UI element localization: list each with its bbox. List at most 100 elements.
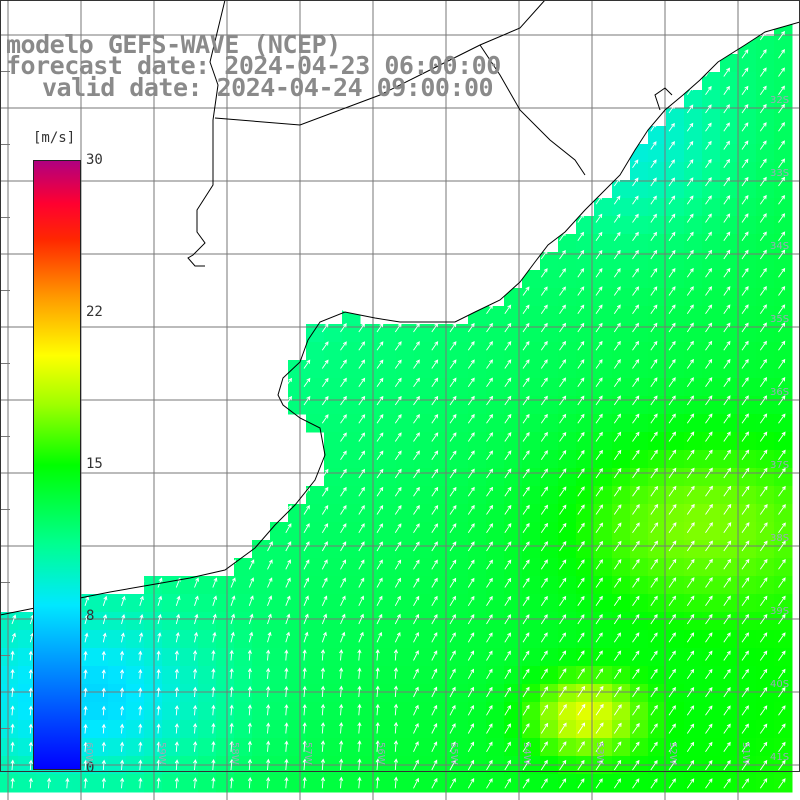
wind-arrow: [120, 777, 125, 789]
field-cell: [324, 594, 343, 613]
wind-arrow: [595, 395, 603, 406]
field-cell: [594, 684, 613, 703]
wind-arrow: [613, 778, 622, 789]
wind-arrow: [686, 140, 694, 150]
wind-arrow: [229, 777, 234, 789]
field-cell: [108, 738, 127, 757]
field-cell: [576, 684, 595, 703]
field-cell: [540, 396, 559, 415]
field-cell: [774, 324, 793, 343]
wind-arrow: [320, 685, 326, 698]
wind-arrow: [211, 649, 216, 661]
wind-arrow: [357, 740, 362, 752]
field-cell: [702, 360, 721, 379]
wind-arrow: [723, 431, 731, 442]
field-cell: [756, 702, 775, 721]
field-cell: [720, 450, 739, 469]
wind-arrow: [650, 177, 657, 187]
wind-arrow: [504, 723, 511, 734]
wind-arrow: [668, 122, 675, 132]
field-cell: [450, 396, 469, 415]
wind-arrow: [741, 741, 749, 753]
wind-arrow: [705, 249, 713, 260]
field-cell: [702, 468, 721, 487]
coastline: [0, 21, 800, 616]
field-cell: [450, 432, 469, 451]
wind-arrow: [778, 759, 786, 771]
field-cell: [558, 342, 577, 361]
field-cell: [648, 144, 667, 163]
wind-arrow: [686, 249, 694, 260]
field-cell: [540, 648, 559, 667]
field-cell: [666, 252, 685, 271]
field-cell: [378, 630, 397, 649]
wind-arrow: [119, 669, 125, 679]
wind-arrow: [540, 704, 549, 716]
field-cell: [342, 558, 361, 577]
field-cell: [522, 342, 541, 361]
field-cell: [756, 666, 775, 685]
field-cell: [702, 378, 721, 397]
field-cell: [126, 684, 145, 703]
wind-arrow: [303, 631, 309, 643]
wind-arrow: [486, 686, 493, 698]
field-cell: [648, 216, 667, 235]
wind-arrow: [504, 686, 511, 698]
field-cell: [774, 630, 793, 649]
field-cell: [702, 108, 721, 127]
wind-arrow: [101, 741, 106, 752]
field-cell: [486, 648, 505, 667]
wind-arrow: [340, 377, 347, 388]
field-cell: [396, 576, 415, 595]
wind-arrow: [668, 377, 676, 388]
field-cell: [378, 720, 397, 739]
field-cell: [702, 630, 721, 649]
field-cell: [612, 270, 631, 289]
field-cell: [18, 666, 37, 685]
field-cell: [720, 684, 739, 703]
field-cell: [594, 576, 613, 595]
wind-arrow: [138, 705, 143, 716]
field-cell: [774, 162, 793, 181]
wind-arrow: [504, 504, 512, 515]
field-cell: [378, 342, 397, 361]
wind-arrow: [632, 686, 640, 698]
wind-arrow: [632, 231, 639, 242]
wind-arrow: [139, 577, 145, 588]
wind-arrow: [413, 722, 419, 734]
wind-arrow: [668, 141, 675, 150]
field-cell: [486, 630, 505, 649]
wind-arrow: [431, 432, 439, 442]
wind-arrow: [632, 741, 640, 753]
wind-arrow: [595, 195, 603, 205]
field-cell: [396, 666, 415, 685]
wind-arrow: [467, 595, 475, 607]
wind-arrow: [540, 249, 548, 260]
wind-arrow: [668, 159, 675, 169]
wind-arrow: [577, 632, 585, 643]
field-cell: [630, 378, 649, 397]
field-cell: [144, 648, 163, 667]
wind-arrow: [449, 650, 456, 661]
field-cell: [522, 396, 541, 415]
field-cell: [216, 684, 235, 703]
field-cell: [468, 342, 487, 361]
wind-arrow: [375, 667, 380, 679]
wind-arrow: [540, 686, 548, 698]
wind-arrow: [413, 395, 420, 406]
field-cell: [738, 450, 757, 469]
field-cell: [252, 540, 271, 559]
wind-arrow: [174, 686, 179, 698]
field-cell: [342, 594, 361, 613]
wind-arrow: [376, 613, 383, 625]
wind-arrow: [431, 777, 438, 789]
field-cell: [432, 684, 451, 703]
field-cell: [612, 396, 631, 415]
field-cell: [450, 414, 469, 433]
field-cell: [432, 378, 451, 397]
wind-arrow: [285, 595, 291, 606]
field-cell: [324, 630, 343, 649]
lagoon-outline: [654, 87, 673, 111]
wind-arrow: [230, 577, 236, 588]
field-cell: [126, 774, 145, 793]
